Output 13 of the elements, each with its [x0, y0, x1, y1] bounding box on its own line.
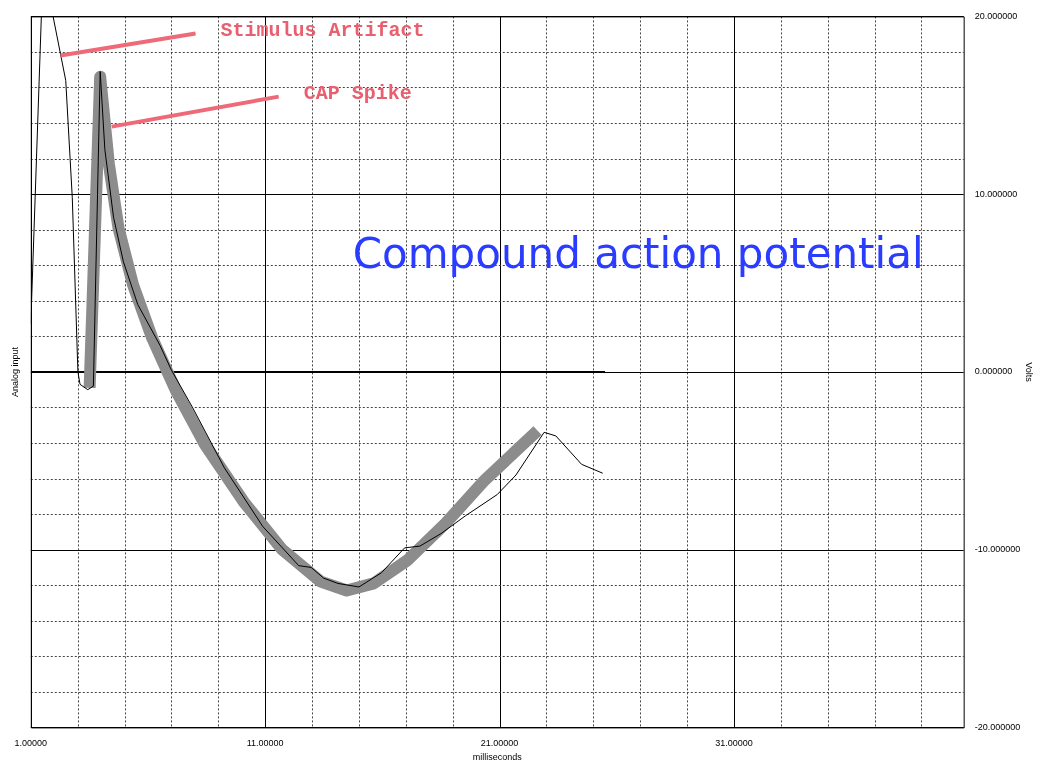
annotation: CAP Spike [303, 81, 412, 105]
y-tick-label: -20.000000 [974, 721, 1021, 732]
y-tick-label: 10.000000 [974, 188, 1018, 199]
y-tick-label: 20.000000 [974, 10, 1018, 21]
x-tick-label: 21.00000 [480, 738, 519, 749]
y2-axis-title: Volts [1024, 362, 1035, 383]
x-tick-label: 11.00000 [246, 738, 284, 749]
y-axis-title: Analog input [9, 346, 20, 397]
x-tick-label: 31.00000 [715, 738, 753, 749]
y-tick-label: 0.000000 [974, 366, 1013, 377]
y-tick-label: -10.000000 [974, 544, 1021, 555]
x-tick-label: 1.00000 [14, 738, 48, 749]
x-axis-title: milliseconds [472, 752, 523, 763]
